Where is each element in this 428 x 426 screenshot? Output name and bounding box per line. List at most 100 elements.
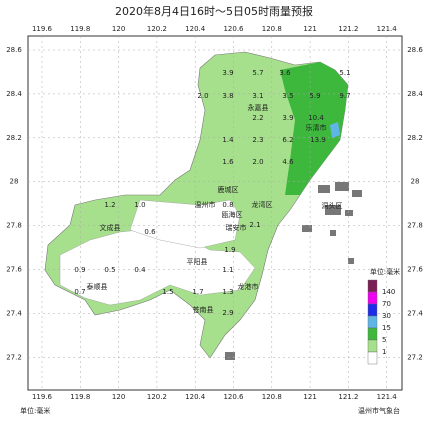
- legend-swatch: [367, 339, 378, 353]
- rain-value: 1.4: [222, 136, 234, 144]
- legend-level: 30: [382, 312, 391, 320]
- lat-label-left: 28.2: [6, 134, 22, 142]
- legend-level: 1: [382, 348, 386, 356]
- rain-value: 1.6: [222, 158, 234, 166]
- lon-label-top: 121.2: [338, 25, 358, 33]
- rain-value: 1.5: [162, 288, 173, 296]
- lat-label-right: 27.8: [407, 222, 423, 230]
- rain-value: 5.9: [309, 92, 320, 100]
- rain-value: 3.6: [279, 69, 291, 77]
- place-name: 龙港市: [238, 282, 259, 291]
- place-name: 乐清市: [306, 123, 327, 132]
- footer-right: 温州市气象台: [358, 406, 400, 415]
- place-name: 瑞安市: [226, 223, 247, 232]
- legend-level: 5: [382, 336, 386, 344]
- place-name: 鹿城区: [218, 185, 239, 194]
- rain-value: 2.0: [197, 92, 208, 100]
- lon-label-bottom: 120.4: [185, 393, 206, 401]
- place-name: 平阳县: [187, 257, 208, 266]
- lat-label-right: 28: [411, 178, 420, 186]
- rain-value: 0.9: [74, 266, 85, 274]
- legend-swatch: [367, 279, 378, 293]
- rain-value: 3.8: [222, 92, 233, 100]
- lon-label-top: 120: [112, 25, 125, 33]
- rain-value: 1.3: [222, 288, 233, 296]
- lat-label-left: 28.4: [6, 90, 22, 98]
- lon-label-top: 119.8: [70, 25, 90, 33]
- legend-level: 70: [382, 300, 391, 308]
- lon-label-top: 120.2: [147, 25, 167, 33]
- place-name: 苍南县: [193, 305, 214, 314]
- rain-value: 0.6: [144, 228, 156, 236]
- lat-label-left: 27.2: [6, 353, 22, 361]
- lon-label-bottom: 119.8: [70, 393, 90, 401]
- rain-value: 9.7: [339, 92, 350, 100]
- rain-value: 3.9: [222, 69, 233, 77]
- lon-label-top: 120.4: [185, 25, 206, 33]
- lat-label-left: 27.6: [6, 266, 22, 274]
- rain-value: 2.0: [252, 158, 263, 166]
- legend-swatch: [367, 327, 378, 341]
- lat-label-left: 28.6: [6, 46, 22, 54]
- place-name: 永嘉县: [248, 103, 269, 112]
- lon-label-top: 121: [303, 25, 316, 33]
- lon-label-top: 120.6: [223, 25, 244, 33]
- place-name: 龙湾区: [252, 200, 273, 209]
- lat-label-left: 27.4: [6, 309, 22, 317]
- lon-label-bottom: 120.8: [262, 393, 282, 401]
- rain-value: 13.9: [310, 136, 326, 144]
- place-name: 泰顺县: [87, 282, 108, 291]
- rain-value: 5.7: [252, 69, 263, 77]
- legend-swatch: [367, 351, 378, 365]
- rain-value: 5.1: [339, 69, 350, 77]
- legend-swatch: [367, 315, 378, 329]
- rain-value: 2.2: [252, 114, 263, 122]
- rain-value: 10.4: [308, 114, 324, 122]
- rain-value: 3.5: [282, 92, 293, 100]
- lat-label-left: 28: [10, 178, 19, 186]
- lon-label-top: 120.8: [262, 25, 282, 33]
- lon-label-bottom: 121.4: [377, 393, 398, 401]
- land: [44, 51, 362, 360]
- legend-title: 单位:毫米: [370, 267, 400, 276]
- lat-label-left: 27.8: [6, 222, 22, 230]
- lat-label-right: 27.4: [407, 309, 423, 317]
- rain-value: 0.8: [222, 201, 233, 209]
- lat-label-right: 28.4: [407, 90, 423, 98]
- rain-value: 1.7: [192, 288, 203, 296]
- lon-label-bottom: 120.6: [223, 393, 244, 401]
- rain-value: 4.6: [282, 158, 294, 166]
- rain-value: 3.1: [252, 92, 263, 100]
- lat-label-right: 28.2: [407, 134, 423, 142]
- rain-value: 3.9: [282, 114, 293, 122]
- rain-value: 2.1: [249, 221, 260, 229]
- lat-label-right: 27.6: [407, 266, 423, 274]
- legend-swatch: [367, 303, 378, 317]
- place-name: 瓯海区: [222, 210, 243, 219]
- lon-label-bottom: 121: [303, 393, 316, 401]
- lon-label-bottom: 119.6: [32, 393, 53, 401]
- place-name: 温州市: [195, 200, 216, 209]
- lat-label-right: 28.6: [407, 46, 423, 54]
- rain-value: 0.4: [134, 266, 146, 274]
- lon-label-top: 119.6: [32, 25, 53, 33]
- rain-value: 6.2: [282, 136, 293, 144]
- legend-level: 15: [382, 324, 391, 332]
- lon-label-bottom: 121.2: [338, 393, 358, 401]
- rain-value: 1.9: [224, 246, 235, 254]
- place-name: 洞头区: [322, 201, 343, 210]
- legend-level: 140: [382, 288, 395, 296]
- place-name: 文成县: [100, 223, 121, 232]
- rain-value: 1.0: [134, 201, 145, 209]
- lon-label-top: 121.4: [377, 25, 398, 33]
- rain-value: 0.7: [74, 288, 85, 296]
- legend-swatch: [367, 291, 378, 305]
- footer-left: 单位:毫米: [20, 406, 50, 415]
- lat-label-right: 27.2: [407, 353, 423, 361]
- rain-value: 1.2: [104, 201, 115, 209]
- rain-value: 2.9: [222, 309, 233, 317]
- title: 2020年8月4日16时～5日05时雨量预报: [115, 4, 313, 18]
- lon-label-bottom: 120: [112, 393, 125, 401]
- rain-value: 2.3: [252, 136, 263, 144]
- rain-value: 1.1: [222, 266, 233, 274]
